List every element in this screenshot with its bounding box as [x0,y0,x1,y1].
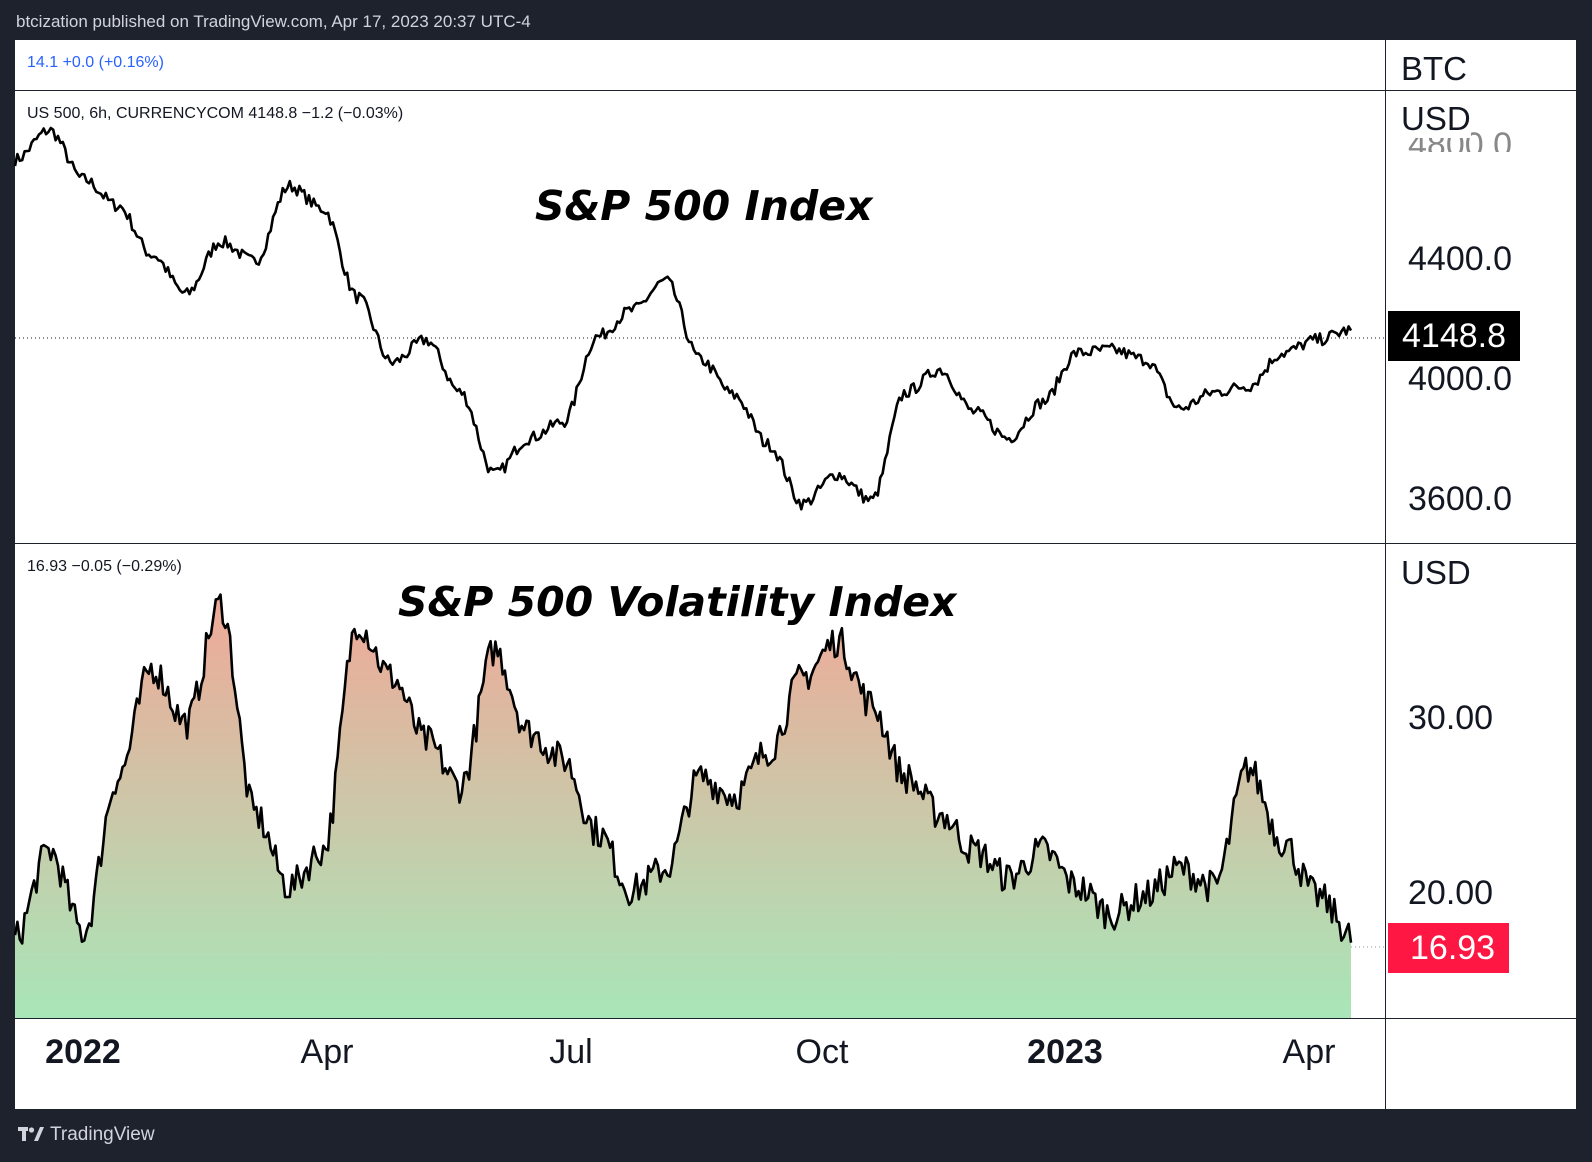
spx-legend[interactable]: US 500, 6h, CURRENCYCOM 4148.8 −1.2 (−0.… [27,105,404,122]
tradingview-brand: TradingView [50,1124,155,1145]
spx-currency: USD [1401,100,1471,138]
tradingview-icon [18,1127,44,1141]
x-tick-oct: Oct [795,1033,849,1071]
spx-tick-4000: 4000.0 [1408,360,1512,398]
x-tick-apr-2023: Apr [1282,1033,1336,1071]
x-tick-2023: 2023 [1027,1033,1103,1071]
spx-series-line [13,126,1353,511]
spx-title: S&P 500 Index [535,182,873,230]
vix-series-line [13,593,1353,945]
spx-last-price-tag: 4148.8 [1388,311,1520,361]
tradingview-logo[interactable]: TradingView [18,1124,155,1146]
x-tick-2022: 2022 [45,1033,121,1071]
time-axis-divider [15,1018,1576,1019]
vix-legend[interactable]: 16.93 −0.05 (−0.29%) [27,558,182,575]
spx-pane-divider[interactable] [15,543,1576,544]
publish-header: btcization published on TradingView.com,… [16,12,531,31]
top-pane-currency: BTC [1401,50,1467,87]
vix-tick-30: 30.00 [1408,699,1494,737]
spx-tick-3600: 3600.0 [1408,480,1512,518]
vix-title: S&P 500 Volatility Index [398,578,957,626]
top-pane-legend[interactable]: 14.1 +0.0 (+0.16%) [27,54,164,71]
x-tick-jul: Jul [549,1033,593,1071]
spx-tick-4400: 4400.0 [1408,240,1512,278]
x-tick-apr: Apr [300,1033,354,1071]
vix-tick-20: 20.00 [1408,874,1494,912]
vix-currency: USD [1401,554,1471,591]
top-pane-divider [15,90,1576,91]
price-scale-divider [1385,40,1386,1109]
vix-area-fill [15,594,1351,1018]
vix-last-price-tag: 16.93 [1388,923,1510,973]
